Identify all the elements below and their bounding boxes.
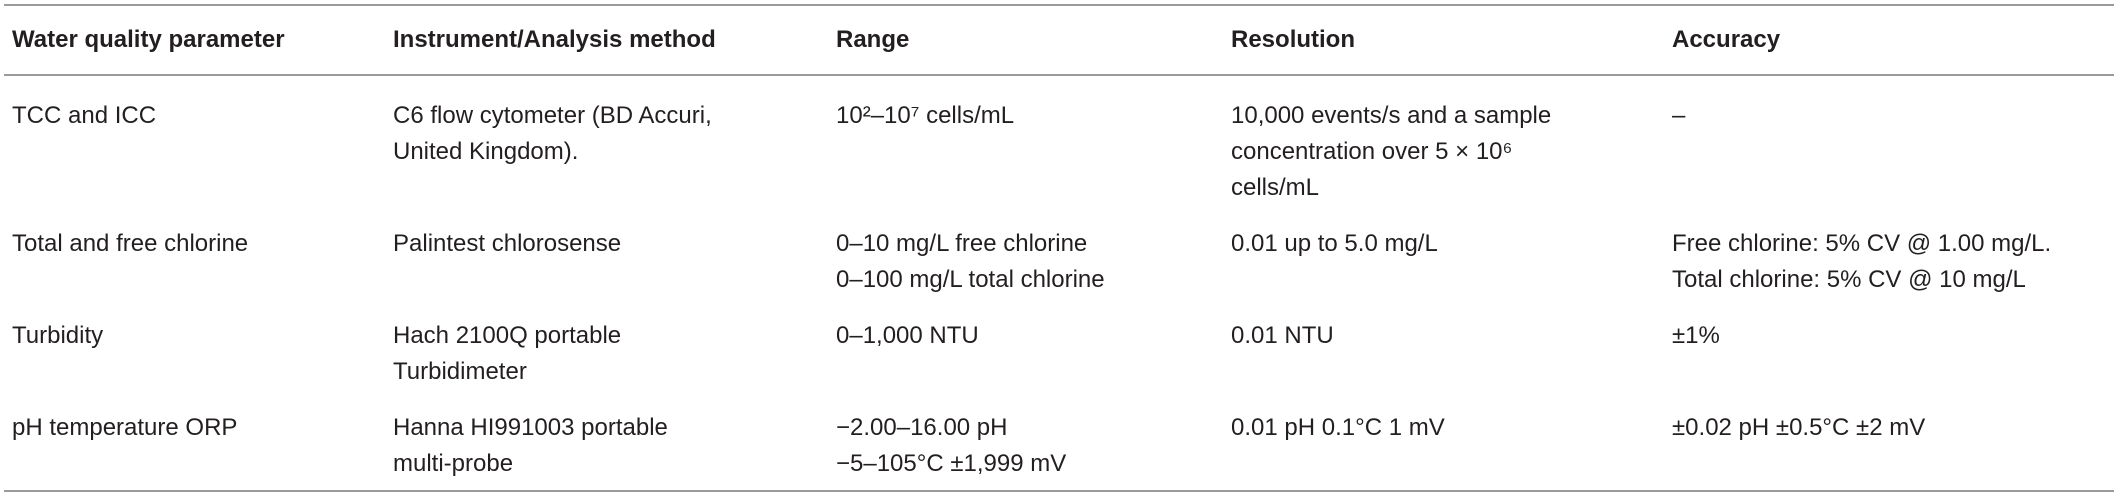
table-row: pH temperature ORP Hanna HI991003 portabl… (4, 398, 2114, 492)
cell-line: United Kingdom). (393, 138, 579, 165)
table-cell: TCC and ICC (4, 75, 385, 214)
cell-line: Free chlorine: 5% CV @ 1.00 mg/L. (1672, 230, 2052, 257)
table-cell: 10²–10⁷ cells/mL (828, 75, 1223, 214)
header-cell: Range (828, 4, 1223, 76)
cell-line: ±0.02 pH ±0.5°C ±2 mV (1672, 414, 1926, 441)
cell-line: 0.01 up to 5.0 mg/L (1231, 230, 1438, 257)
cell-line: 10²–10⁷ cells/mL (836, 102, 1015, 129)
table-cell: 0–1,000 NTU (828, 306, 1223, 398)
cell-line: Total chlorine: 5% CV @ 10 mg/L (1672, 266, 2026, 293)
cell-line: Turbidity (12, 322, 104, 349)
cell-line: pH temperature ORP (12, 414, 238, 441)
table-cell: Free chlorine: 5% CV @ 1.00 mg/L. Total c… (1664, 214, 2114, 306)
cell-line: Hanna HI991003 portable (393, 414, 668, 441)
table-cell: 10,000 events/s and a sample concentratio… (1223, 75, 1664, 214)
header-cell: Instrument/Analysis method (385, 4, 828, 76)
table-cell: 0.01 pH 0.1°C 1 mV (1223, 398, 1664, 492)
cell-line: C6 flow cytometer (BD Accuri, (393, 102, 712, 129)
table-row: TCC and ICC C6 flow cytometer (BD Accuri,… (4, 75, 2114, 214)
cell-line: multi-probe (393, 450, 514, 477)
cell-line: ±1% (1672, 322, 1720, 349)
table-cell: ±0.02 pH ±0.5°C ±2 mV (1664, 398, 2114, 492)
cell-line: Total and free chlorine (12, 230, 249, 257)
cell-line: Hach 2100Q portable (393, 322, 622, 349)
table-cell: C6 flow cytometer (BD Accuri, United King… (385, 75, 828, 214)
cell-line: 0–100 mg/L total chlorine (836, 266, 1105, 293)
cell-line: cells/mL (1231, 174, 1320, 201)
table-cell: pH temperature ORP (4, 398, 385, 492)
cell-line: – (1672, 102, 1686, 129)
cell-line: 10,000 events/s and a sample (1231, 102, 1552, 129)
table-cell: −2.00–16.00 pH −5–105°C ±1,999 mV (828, 398, 1223, 492)
data-table: Water quality parameter Instrument/Analys… (4, 4, 2114, 492)
table-header: Water quality parameter Instrument/Analys… (4, 4, 2114, 76)
table-cell: 0–10 mg/L free chlorine 0–100 mg/L total … (828, 214, 1223, 306)
cell-line: 0.01 NTU (1231, 322, 1334, 349)
cell-line: 0–10 mg/L free chlorine (836, 230, 1088, 257)
table-cell: 0.01 up to 5.0 mg/L (1223, 214, 1664, 306)
table-body: TCC and ICC C6 flow cytometer (BD Accuri,… (4, 75, 2114, 492)
table-cell: Turbidity (4, 306, 385, 398)
table-cell: Total and free chlorine (4, 214, 385, 306)
table-row: Total and free chlorine Palintest chloros… (4, 214, 2114, 306)
cell-line: −5–105°C ±1,999 mV (836, 450, 1067, 477)
header-row: Water quality parameter Instrument/Analys… (4, 4, 2114, 76)
header-cell: Accuracy (1664, 4, 2114, 76)
table-cell: – (1664, 75, 2114, 214)
cell-line: TCC and ICC (12, 102, 157, 129)
table-cell: 0.01 NTU (1223, 306, 1664, 398)
table-cell: Palintest chlorosense (385, 214, 828, 306)
cell-line: 0.01 pH 0.1°C 1 mV (1231, 414, 1445, 441)
cell-line: 0–1,000 NTU (836, 322, 979, 349)
cell-line: Turbidimeter (393, 358, 527, 385)
table-cell: Hach 2100Q portable Turbidimeter (385, 306, 828, 398)
cell-line: −2.00–16.00 pH (836, 414, 1008, 441)
table-row: Turbidity Hach 2100Q portable Turbidimeter… (4, 306, 2114, 398)
table-cell: Hanna HI991003 portable multi-probe (385, 398, 828, 492)
header-cell: Water quality parameter (4, 4, 385, 76)
table-cell: ±1% (1664, 306, 2114, 398)
cell-line: Palintest chlorosense (393, 230, 622, 257)
header-cell: Resolution (1223, 4, 1664, 76)
cell-line: concentration over 5 × 10⁶ (1231, 138, 1513, 165)
